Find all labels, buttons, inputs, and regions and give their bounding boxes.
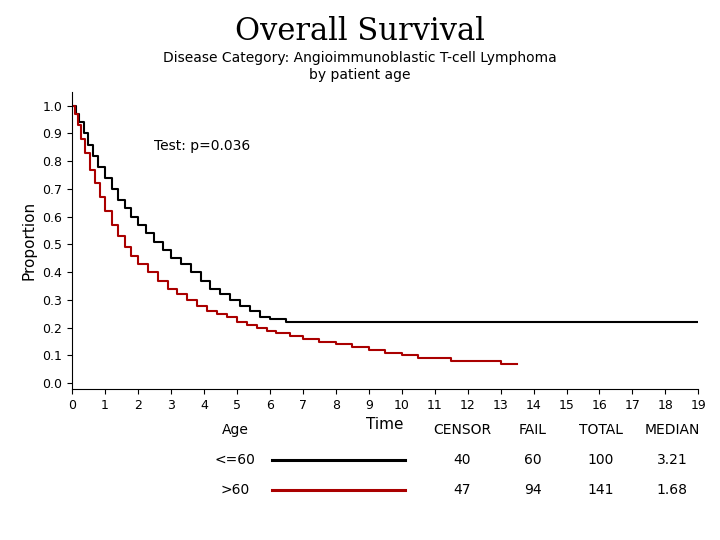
Text: 94: 94 bbox=[524, 483, 542, 497]
Text: >60: >60 bbox=[220, 483, 250, 497]
Text: 141: 141 bbox=[588, 483, 614, 497]
Text: 1.68: 1.68 bbox=[657, 483, 688, 497]
Text: Age: Age bbox=[222, 423, 248, 437]
Text: Test: p=0.036: Test: p=0.036 bbox=[154, 139, 251, 153]
Text: 47: 47 bbox=[454, 483, 471, 497]
X-axis label: Time: Time bbox=[366, 417, 404, 432]
Text: <=60: <=60 bbox=[215, 453, 256, 467]
Text: MEDIAN: MEDIAN bbox=[644, 423, 700, 437]
Text: Disease Category: Angioimmunoblastic T-cell Lymphoma: Disease Category: Angioimmunoblastic T-c… bbox=[163, 51, 557, 65]
Text: FAIL: FAIL bbox=[519, 423, 547, 437]
Text: Overall Survival: Overall Survival bbox=[235, 16, 485, 47]
Text: 3.21: 3.21 bbox=[657, 453, 688, 467]
Text: by patient age: by patient age bbox=[310, 68, 410, 82]
Text: CENSOR: CENSOR bbox=[433, 423, 491, 437]
Text: TOTAL: TOTAL bbox=[579, 423, 623, 437]
Text: 60: 60 bbox=[524, 453, 542, 467]
Text: 40: 40 bbox=[454, 453, 471, 467]
Y-axis label: Proportion: Proportion bbox=[22, 201, 37, 280]
Text: 100: 100 bbox=[588, 453, 614, 467]
